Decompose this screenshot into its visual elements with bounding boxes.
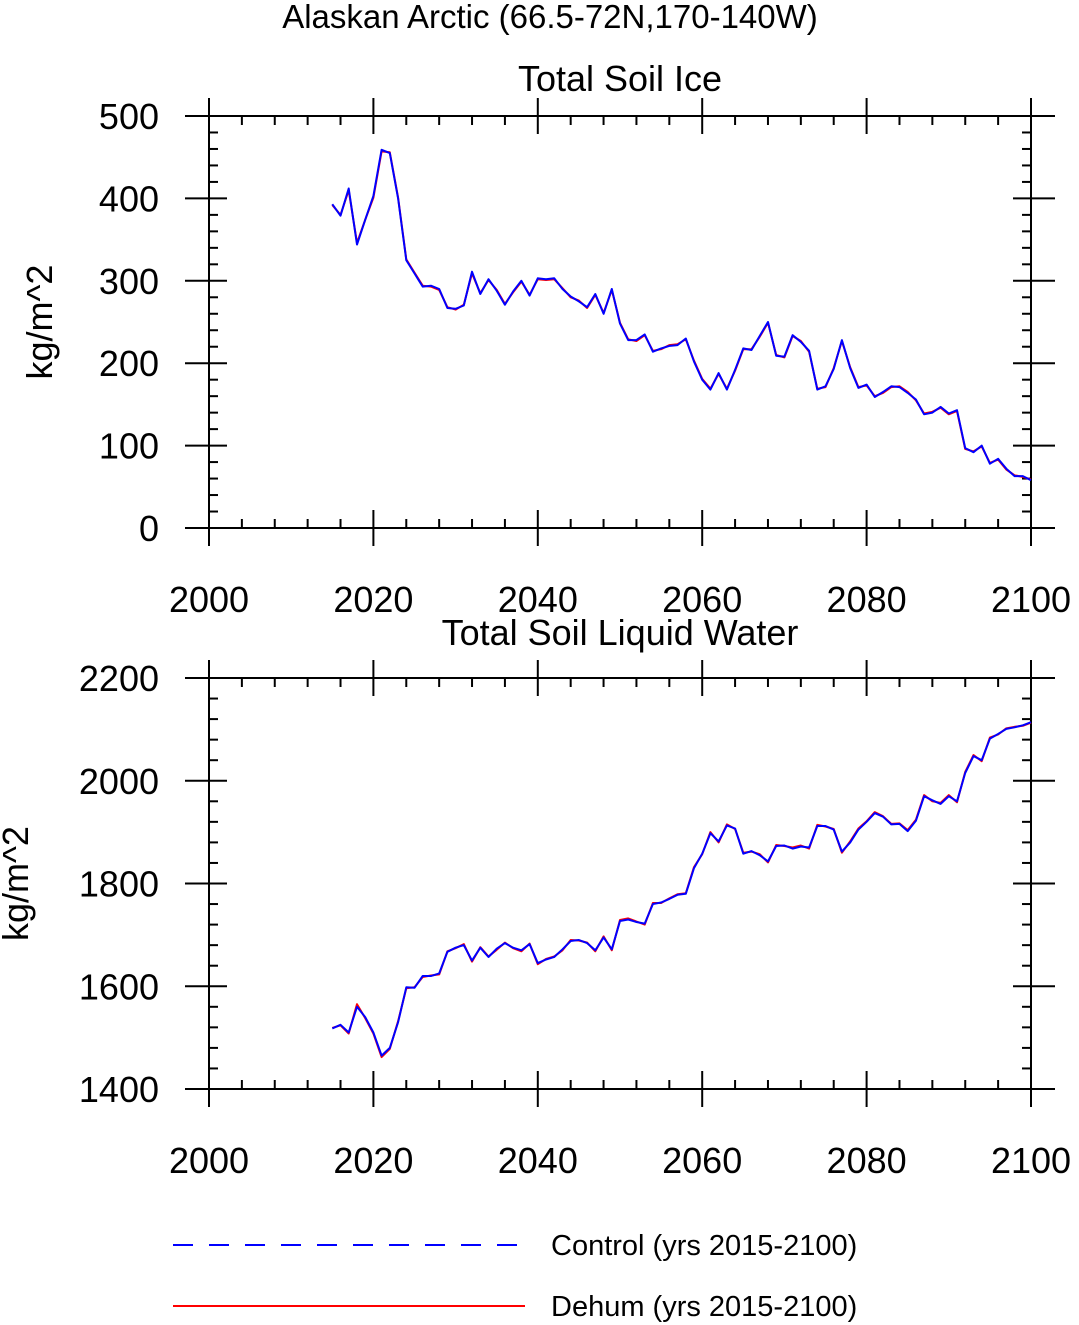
x-tick-label: 2060: [662, 1140, 742, 1181]
x-tick-label: 2060: [662, 579, 742, 620]
y-tick-label: 1600: [79, 966, 159, 1007]
x-tick-label: 2080: [827, 1140, 907, 1181]
y-tick-label: 500: [99, 96, 159, 137]
y-tick-label: 200: [99, 343, 159, 384]
y-tick-label: 300: [99, 261, 159, 302]
x-tick-label: 2000: [169, 1140, 249, 1181]
y-tick-label: 2000: [79, 761, 159, 802]
panel-title: Total Soil Ice: [518, 58, 722, 99]
x-tick-label: 2020: [333, 579, 413, 620]
y-tick-label: 100: [99, 426, 159, 467]
series-line-control: [331, 148, 1032, 482]
legend-dehum-label: Dehum (yrs 2015-2100): [551, 1291, 857, 1323]
legend-control-label: Control (yrs 2015-2100): [551, 1230, 857, 1262]
x-tick-label: 2040: [498, 579, 578, 620]
plot-frame: [208, 115, 1032, 529]
x-tick-label: 2000: [169, 579, 249, 620]
x-tick-label: 2100: [991, 1140, 1071, 1181]
series-line-dehum: [331, 150, 1032, 481]
suptitle: Alaskan Arctic (66.5-72N,170-140W): [282, 0, 818, 35]
x-tick-label: 2020: [333, 1140, 413, 1181]
series-line-dehum: [331, 721, 1032, 1059]
y-tick-label: 400: [99, 178, 159, 219]
y-tick-label: 0: [139, 508, 159, 549]
x-tick-label: 2080: [827, 579, 907, 620]
panel-title: Total Soil Liquid Water: [442, 612, 799, 653]
y-tick-label: 1800: [79, 864, 159, 905]
series-line-control: [331, 721, 1032, 1057]
y-tick-label: 1400: [79, 1069, 159, 1110]
legend: Control (yrs 2015-2100) Dehum (yrs 2015-…: [173, 1230, 857, 1323]
y-axis-label: kg/m^2: [19, 265, 60, 380]
x-tick-label: 2100: [991, 579, 1071, 620]
panel-total-soil-liquid-water: Total Soil Liquid Water kg/m^2 2000 2020 204…: [0, 612, 1071, 1181]
y-tick-label: 2200: [79, 658, 159, 699]
x-tick-label: 2040: [498, 1140, 578, 1181]
y-axis-label: kg/m^2: [0, 826, 36, 941]
